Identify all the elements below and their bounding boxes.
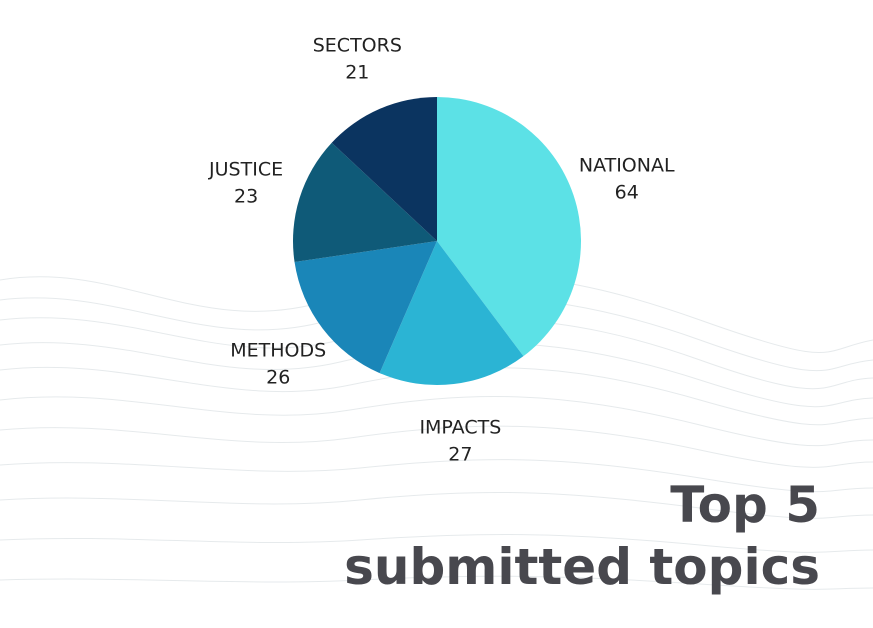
pie-slice: [437, 97, 581, 357]
pie-slice: [379, 241, 524, 385]
pie-slice: [331, 97, 437, 241]
slice-value: 23: [234, 185, 258, 207]
slice-label: JUSTICE: [208, 158, 283, 180]
slice-label: NATIONAL: [579, 155, 675, 177]
pie: [292, 97, 581, 385]
pie-slice: [294, 241, 437, 374]
chart-subtitle: submitted topics: [344, 538, 820, 596]
slice-value: 27: [448, 444, 472, 466]
slice-label: SECTORS: [313, 35, 402, 57]
chart-title: Top 5: [670, 476, 820, 534]
pie-slice: [292, 142, 437, 262]
slice-value: 26: [266, 367, 290, 389]
slice-value: 21: [345, 62, 369, 84]
slice-value: 64: [615, 182, 639, 204]
slice-label: METHODS: [230, 340, 326, 362]
slice-label: IMPACTS: [419, 417, 501, 439]
